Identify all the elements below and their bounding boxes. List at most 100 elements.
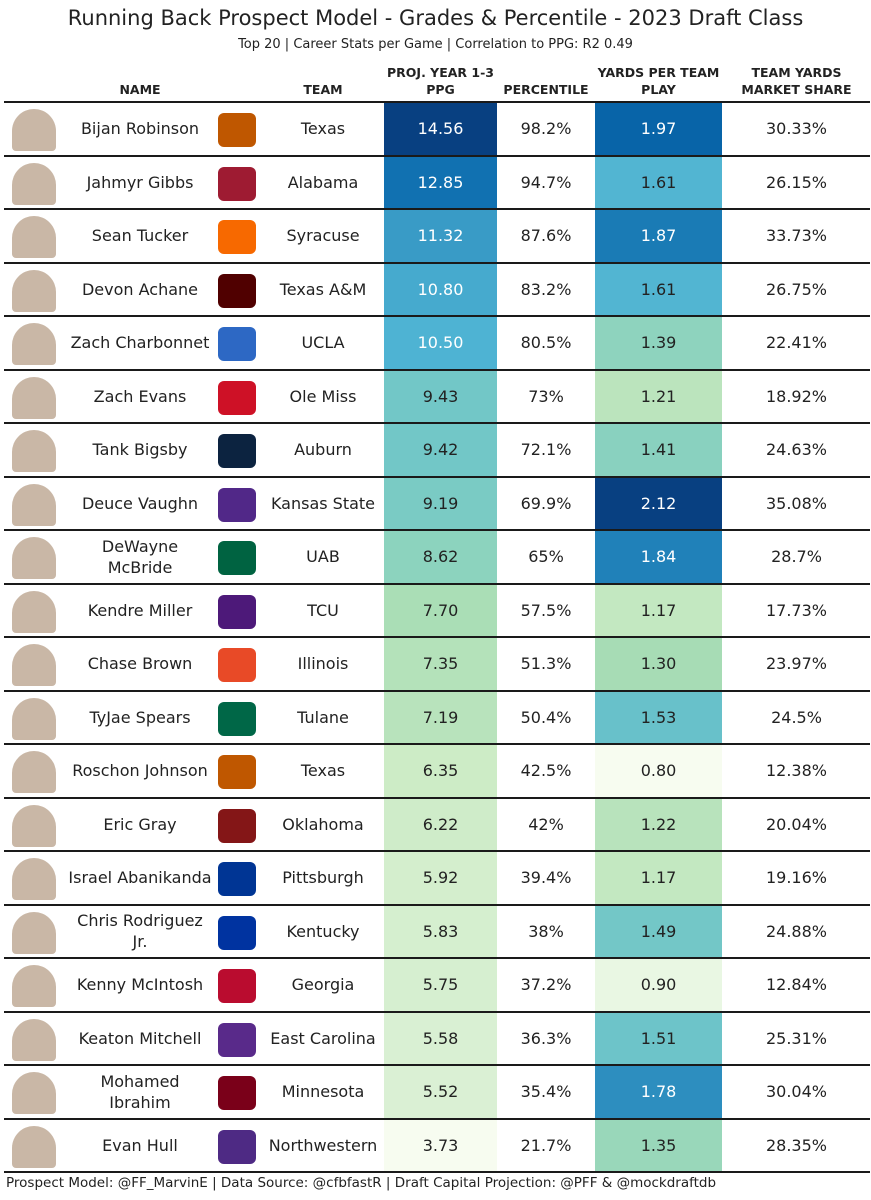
player-name: Chris Rodriguez Jr.: [77, 911, 203, 952]
stat-cell: 7.19: [384, 691, 497, 743]
stat-cell: 18.92%: [765, 386, 827, 406]
player-name: Roschon Johnson: [72, 761, 208, 781]
column-header: PROJ. YEAR 1-3 PPG: [387, 65, 494, 97]
team-name: UAB: [306, 547, 340, 567]
team-name: Oklahoma: [282, 814, 364, 834]
team-logo: [218, 701, 256, 736]
team-logo: [218, 113, 256, 147]
player-headshot: [12, 804, 56, 847]
team-name: Illinois: [297, 654, 349, 674]
stat-cell: 14.56: [384, 103, 497, 155]
stat-cell: 9.42: [384, 424, 497, 476]
row-rule: [4, 529, 870, 531]
stat-cell: 26.75%: [765, 279, 827, 299]
row-rule: [4, 1171, 870, 1173]
team-name: Auburn: [294, 440, 352, 460]
team-logo: [218, 220, 256, 254]
stat-cell: 1.61: [595, 156, 722, 208]
team-logo: [218, 808, 256, 843]
column-header: TEAM: [303, 82, 343, 97]
column-header: TEAM YARDS MARKET SHARE: [741, 65, 852, 97]
stat-cell: 5.92: [384, 852, 497, 904]
team-name: Texas A&M: [279, 279, 367, 299]
player-headshot: [12, 858, 56, 900]
player-name: Eric Gray: [103, 814, 177, 834]
row-rule: [4, 154, 870, 157]
stat-cell: 5.83: [384, 905, 497, 957]
stat-cell: 33.73%: [765, 226, 827, 246]
row-rule: [4, 850, 870, 852]
stat-cell: 23.97%: [765, 654, 827, 674]
player-headshot: [12, 216, 56, 258]
player-headshot: [12, 1018, 56, 1061]
team-logo: [218, 1129, 256, 1164]
team-logo: [218, 594, 256, 629]
player-headshot: [12, 323, 56, 365]
stat-cell: 25.31%: [765, 1028, 827, 1048]
stat-cell: 28.35%: [765, 1135, 827, 1155]
stat-cell: 83.2%: [520, 279, 572, 299]
team-name: UCLA: [301, 333, 345, 353]
row-rule: [4, 1064, 870, 1066]
stat-cell: 7.70: [384, 584, 497, 636]
stat-cell: 7.35: [384, 638, 497, 690]
player-name: DeWayne McBride: [101, 536, 179, 577]
stat-cell: 9.43: [384, 370, 497, 422]
player-headshot: [12, 430, 56, 472]
player-name: TyJae Spears: [89, 707, 191, 727]
stat-cell: 20.04%: [765, 814, 827, 834]
player-headshot: [12, 376, 56, 419]
stat-cell: 24.63%: [765, 440, 827, 460]
team-name: Pittsburgh: [282, 868, 364, 888]
row-rule: [4, 1117, 870, 1120]
player-headshot: [12, 751, 56, 793]
team-logo: [218, 434, 256, 468]
team-logo: [218, 1022, 256, 1057]
row-rule: [4, 903, 870, 906]
stat-cell: 42.5%: [520, 761, 572, 781]
player-name: Keaton Mitchell: [78, 1028, 202, 1048]
team-logo: [218, 862, 256, 896]
player-name: Devon Achane: [81, 279, 199, 299]
team-name: Texas: [300, 119, 346, 139]
stat-cell: 17.73%: [765, 600, 827, 620]
stat-cell: 12.85: [384, 156, 497, 208]
player-name: Tank Bigsby: [92, 440, 188, 460]
row-rule: [4, 208, 870, 210]
row-rule: [4, 689, 870, 692]
team-logo: [218, 915, 256, 950]
player-name: Sean Tucker: [91, 226, 189, 246]
player-headshot: [12, 483, 56, 526]
stat-cell: 73%: [528, 386, 564, 406]
stat-cell: 80.5%: [520, 333, 572, 353]
stat-cell: 1.35: [595, 1119, 722, 1171]
stat-cell: 1.49: [595, 905, 722, 957]
team-name: Syracuse: [286, 226, 360, 246]
stat-cell: 6.22: [384, 798, 497, 850]
row-rule: [4, 315, 870, 317]
team-name: Georgia: [291, 975, 355, 995]
stat-cell: 1.84: [595, 531, 722, 583]
team-logo: [218, 273, 256, 308]
stat-cell: 51.3%: [520, 654, 572, 674]
row-rule: [4, 636, 870, 638]
player-name: Kenny McIntosh: [76, 975, 204, 995]
player-name: Bijan Robinson: [80, 119, 200, 139]
player-headshot: [12, 965, 56, 1007]
player-name: Mohamed Ibrahim: [100, 1071, 180, 1112]
stat-cell: 1.87: [595, 210, 722, 262]
stat-cell: 9.19: [384, 477, 497, 529]
stat-cell: 98.2%: [520, 119, 572, 139]
team-logo: [218, 755, 256, 789]
stat-cell: 35.08%: [765, 493, 827, 513]
subtitle: Top 20 | Career Stats per Game | Correla…: [238, 37, 633, 52]
player-name: Deuce Vaughn: [81, 493, 199, 513]
stat-cell: 22.41%: [765, 333, 827, 353]
team-name: Minnesota: [281, 1082, 365, 1102]
title: Running Back Prospect Model - Grades & P…: [67, 6, 804, 30]
stat-cell: 8.62: [384, 531, 497, 583]
stat-cell: 38%: [528, 921, 564, 941]
player-headshot: [12, 697, 56, 740]
row-rule: [4, 261, 870, 264]
stat-cell: 24.5%: [771, 707, 822, 727]
